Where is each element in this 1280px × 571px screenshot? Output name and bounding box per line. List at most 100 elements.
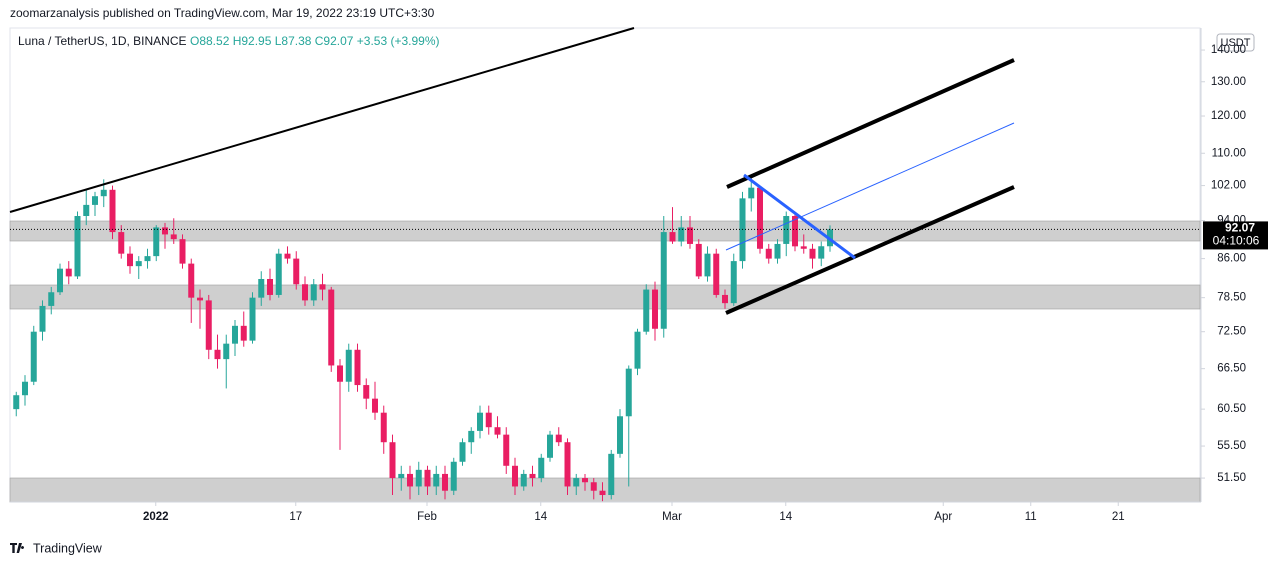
candle-body	[74, 216, 81, 277]
candle-body	[512, 465, 518, 487]
candle-body	[345, 349, 352, 382]
candle-body	[223, 343, 230, 360]
candle-body	[398, 473, 405, 479]
candle-body	[477, 412, 483, 431]
candle-body	[337, 365, 343, 382]
candle-body	[30, 331, 37, 382]
x-tick-label: Mar	[662, 511, 682, 523]
candle-body	[538, 457, 545, 479]
candle-body	[284, 253, 291, 259]
candle-body	[22, 381, 28, 396]
candle-body	[100, 189, 107, 197]
candle-body	[608, 453, 615, 496]
candle-body	[590, 482, 597, 491]
zone	[9, 220, 1201, 242]
candle-body	[617, 416, 623, 454]
candle-body	[713, 253, 720, 295]
candle-body	[267, 278, 273, 295]
candle-body	[214, 349, 221, 360]
last-price-label: 92.07	[1225, 221, 1255, 235]
candle-body	[564, 442, 571, 487]
x-tick-label: 11	[1025, 511, 1037, 523]
y-tick-label: 72.50	[1217, 326, 1246, 338]
candle-body	[302, 284, 308, 301]
candle-body	[555, 434, 562, 443]
candle-body	[520, 473, 527, 487]
y-tick-label: 66.50	[1217, 363, 1246, 375]
candle-body	[162, 227, 168, 235]
y-tick-label: 120.00	[1211, 110, 1246, 122]
y-tick-label: 130.00	[1211, 76, 1246, 88]
candle-body	[39, 305, 46, 332]
candle-body	[800, 246, 807, 249]
candle-body	[415, 469, 422, 487]
candle-body	[205, 300, 212, 350]
y-tick-label: 102.00	[1211, 180, 1246, 192]
y-tick-label: 55.50	[1217, 440, 1246, 452]
candle-body	[197, 297, 203, 301]
plot-frame	[9, 27, 1201, 503]
last-price-box	[1203, 221, 1268, 250]
candle-body	[13, 395, 20, 410]
candle-body	[249, 297, 256, 341]
candle-body	[127, 253, 133, 267]
candle-body	[748, 187, 755, 199]
candle-body	[135, 261, 142, 267]
candle-body	[57, 268, 63, 293]
axes: 51.5055.5060.5066.5072.5078.5086.0094.00…	[143, 44, 1246, 523]
candle-body	[232, 325, 238, 344]
channel-mid	[725, 122, 1015, 251]
candle-body	[442, 473, 448, 491]
candle-body	[704, 253, 711, 277]
x-tick-label: 2022	[143, 511, 169, 523]
candle-body	[92, 196, 98, 205]
candle-body	[643, 289, 650, 332]
symbol: Luna / TetherUS, 1D, BINANCE	[18, 34, 187, 48]
candle-body	[669, 232, 676, 242]
candle-body	[529, 473, 536, 479]
candle-body	[774, 243, 781, 259]
candle-body	[459, 442, 466, 462]
candle-body	[170, 234, 177, 240]
y-tick-label: 78.50	[1217, 292, 1246, 304]
countdown: 04:10:06	[1213, 234, 1260, 248]
candle-body	[450, 461, 457, 491]
y-tick-label: 86.00	[1217, 253, 1246, 265]
candle-body	[310, 284, 317, 301]
candle-body	[363, 385, 370, 399]
candle-body	[730, 261, 737, 304]
candle-body	[582, 478, 588, 483]
y-tick-label: 140.00	[1211, 44, 1246, 56]
candle-body	[188, 263, 195, 298]
candle-body	[809, 248, 816, 259]
channel-lower	[725, 185, 1015, 315]
y-tick-label: 110.00	[1212, 147, 1246, 159]
candle-body	[83, 204, 90, 217]
zone	[9, 477, 1201, 503]
candle-body	[660, 232, 667, 329]
candle-body	[354, 349, 361, 386]
candle-body	[634, 331, 641, 369]
x-tick-label: Feb	[417, 511, 437, 523]
candle-body	[573, 478, 580, 487]
candle-body	[118, 232, 125, 254]
candle-body	[485, 412, 492, 428]
candle-body	[389, 442, 396, 479]
candle-body	[547, 434, 553, 458]
x-tick-label: 21	[1112, 511, 1125, 523]
candle-body	[765, 248, 772, 259]
candle-body	[407, 473, 413, 487]
candle-body	[319, 284, 326, 290]
candle-body	[468, 430, 475, 443]
candle-body	[503, 434, 510, 466]
candle-body	[48, 292, 55, 306]
y-tick-label: 51.50	[1217, 472, 1246, 484]
candle-body	[722, 294, 728, 304]
candle-body	[153, 227, 160, 257]
candle-body	[293, 258, 300, 285]
candle-body	[599, 490, 606, 496]
x-tick-label: 14	[779, 511, 792, 523]
candle-body	[678, 227, 685, 242]
y-tick-label: 60.50	[1217, 403, 1246, 415]
